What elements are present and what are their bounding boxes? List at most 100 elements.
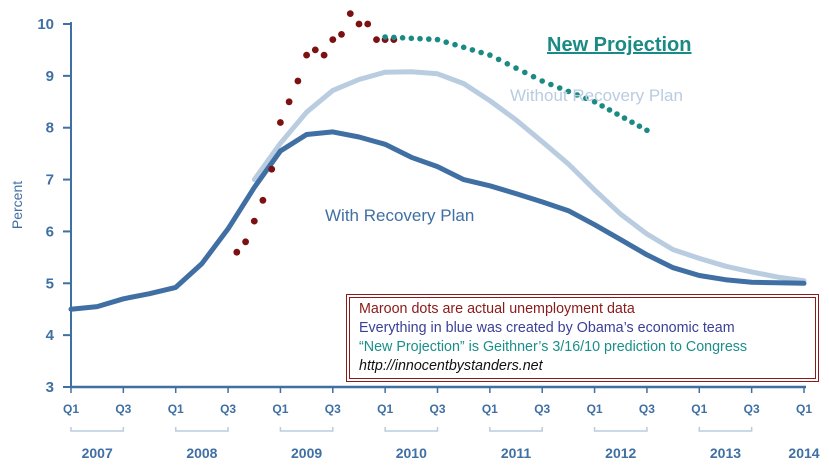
x-quarter-label: Q1	[691, 402, 707, 416]
series-line-without-recovery-plan	[251, 69, 807, 284]
y-tick-label: 10	[37, 16, 54, 33]
series-new-projection	[382, 34, 650, 134]
projection-dot	[513, 65, 519, 71]
projection-dot	[644, 127, 650, 134]
x-quarter-label: Q1	[168, 402, 184, 416]
projection-dot	[539, 78, 545, 84]
actual-data-point	[277, 119, 284, 126]
projection-dot	[530, 73, 537, 80]
x-quarter-label: Q1	[587, 402, 603, 416]
y-tick-label: 6	[46, 223, 54, 240]
y-tick-label: 3	[46, 379, 54, 396]
year-label: 2010	[396, 445, 427, 461]
x-ticks: Q1 Q3 Q1 Q3 Q1 Q3 Q1 Q3 Q1 Q3 Q1 Q3 Q1 Q3 Q1	[63, 387, 812, 416]
y-ticks: 3 4 5 6 7 8 9 10	[37, 16, 71, 396]
projection-dot	[504, 61, 511, 67]
actual-data-point	[259, 196, 267, 204]
note-blue-series: Everything in blue was created by Obama’…	[359, 320, 735, 336]
x-quarter-label: Q1	[63, 402, 79, 416]
year-label: 2014	[788, 445, 819, 461]
projection-dot	[426, 36, 432, 42]
year-bracket	[489, 427, 543, 432]
projection-dot	[522, 69, 528, 76]
projection-dot	[434, 36, 441, 43]
projection-dot	[629, 119, 635, 125]
projection-dot	[408, 35, 415, 42]
annotation-box: Maroon dots are actual unemployment data…	[346, 294, 819, 382]
without-plan-label: Without Recovery Plan	[510, 86, 683, 105]
note-source-url: http://innocentbystanders.net	[359, 358, 543, 374]
y-tick-label: 8	[46, 120, 54, 137]
year-bracket	[70, 427, 125, 432]
projection-dot	[636, 123, 643, 129]
series-line-with-recovery-plan	[68, 129, 807, 312]
x-quarter-label: Q1	[796, 402, 812, 416]
x-quarter-label: Q3	[115, 402, 131, 416]
actual-data-point	[338, 31, 345, 38]
note-new-projection: “New Projection” is Geithner’s 3/16/10 p…	[359, 339, 748, 355]
projection-dot	[495, 56, 502, 63]
actual-data-point	[303, 51, 310, 59]
actual-data-point	[320, 51, 328, 59]
projection-dot	[443, 39, 450, 45]
actual-data-point	[242, 238, 250, 246]
year-label: 2007	[82, 445, 113, 461]
year-labels: 2007 2008 2009 2010 2011 2012 2013 2014	[70, 427, 820, 461]
year-label: 2009	[291, 445, 322, 461]
projection-dot	[469, 47, 476, 53]
x-quarter-label: Q1	[272, 402, 288, 416]
year-label: 2013	[710, 445, 741, 461]
projection-dot	[487, 52, 493, 58]
x-quarter-label: Q1	[482, 402, 498, 416]
with-plan-label: With Recovery Plan	[325, 206, 474, 225]
actual-data-point	[346, 10, 354, 17]
actual-data-point	[364, 20, 372, 28]
projection-dot	[417, 35, 423, 42]
x-quarter-label: Q1	[377, 402, 393, 416]
year-bracket	[698, 427, 753, 432]
series-actual-unemployment	[233, 10, 398, 256]
year-label: 2011	[501, 445, 532, 461]
projection-dot	[591, 99, 598, 105]
x-quarter-label: Q3	[534, 402, 550, 416]
projection-dot	[583, 95, 589, 102]
projection-dot	[606, 107, 613, 113]
projection-dot	[391, 34, 397, 41]
year-bracket	[279, 427, 334, 432]
projection-dot	[574, 92, 580, 98]
projection-dot	[565, 88, 572, 95]
actual-data-point	[311, 46, 319, 54]
x-quarter-label: Q3	[220, 402, 236, 416]
projection-dot	[599, 103, 605, 109]
projection-dot	[460, 44, 467, 51]
y-tick-label: 4	[46, 327, 55, 344]
x-quarter-label: Q3	[429, 402, 445, 416]
projection-dot	[382, 34, 388, 40]
projection-dot	[556, 85, 563, 91]
y-tick-label: 7	[46, 172, 54, 189]
y-tick-label: 5	[46, 275, 54, 292]
actual-data-point	[233, 248, 241, 256]
actual-data-point	[373, 36, 380, 43]
y-axis-title: Percent	[9, 181, 25, 229]
x-quarter-label: Q3	[325, 402, 341, 416]
year-bracket	[384, 427, 439, 432]
series-labels: Without Recovery Plan With Recovery Plan…	[325, 34, 691, 225]
actual-data-point	[285, 98, 293, 106]
actual-data-point	[268, 165, 276, 173]
actual-data-point	[294, 77, 302, 85]
projection-dot	[399, 35, 406, 41]
x-quarter-label: Q3	[744, 402, 760, 416]
projection-dot	[614, 111, 620, 117]
year-label: 2008	[186, 445, 217, 461]
projection-dot	[452, 41, 458, 48]
year-label: 2012	[605, 445, 636, 461]
projection-dot	[478, 49, 484, 56]
series-layer	[68, 10, 807, 312]
year-bracket	[174, 427, 229, 432]
year-bracket	[593, 427, 648, 432]
new-projection-label: New Projection	[547, 34, 691, 56]
projection-dot	[548, 81, 554, 88]
projection-dot	[621, 115, 628, 121]
